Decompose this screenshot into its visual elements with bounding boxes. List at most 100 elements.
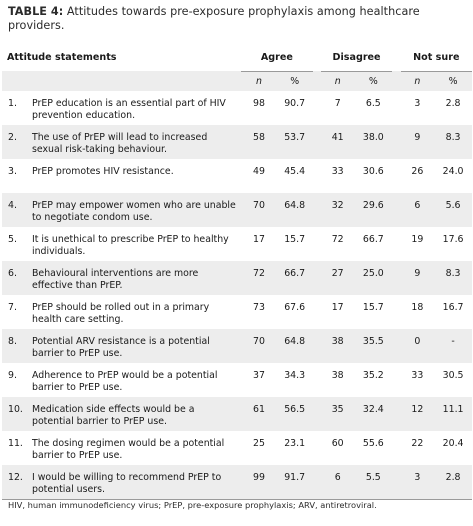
not-sure-pct-cell: 30.5 — [442, 370, 464, 381]
not-sure-pct-cell: 20.4 — [442, 438, 464, 449]
agree-pct-cell: 66.7 — [284, 268, 306, 279]
statement-number: 12. — [8, 472, 23, 483]
statement-text: Behavioural interventions are more effec… — [32, 268, 199, 291]
agree-n-cell: 37 — [253, 370, 265, 381]
disagree-pct-cell: 55.6 — [362, 438, 384, 449]
table-row: 1. PrEP education is an essential part of… — [2, 91, 472, 125]
disagree-pct-header: % — [368, 75, 378, 87]
disagree-header: Disagree — [320, 44, 393, 72]
disagree-pct-cell: 35.5 — [362, 336, 384, 347]
disagree-n-cell: 6 — [334, 472, 341, 483]
not-sure-pct-cell: 17.6 — [442, 234, 464, 245]
statement-cell: 9. Adherence to PrEP would be a potential… — [2, 363, 241, 397]
table-row: 3. PrEP promotes HIV resistance. 49 45.4 33 3… — [2, 159, 472, 193]
agree-pct-cell: 56.5 — [284, 404, 306, 415]
agree-pct-cell: 53.7 — [284, 132, 306, 143]
disagree-n-cell: 33 — [331, 166, 344, 177]
agree-pct-cell: 90.7 — [284, 98, 306, 109]
disagree-n-cell: 72 — [331, 234, 344, 245]
agree-n-cell: 49 — [253, 166, 265, 177]
not-sure-n-cell: 26 — [411, 166, 424, 177]
disagree-n-cell: 7 — [334, 98, 341, 109]
statement-text: PrEP may empower women who are unable to… — [32, 200, 236, 223]
agree-pct-cell: 91.7 — [284, 472, 306, 483]
disagree-pct-cell: 5.5 — [365, 472, 381, 483]
table-container: Attitude statements Agree Disagree Not s… — [2, 44, 472, 500]
not-sure-n-cell: 0 — [414, 336, 421, 347]
statement-text: The dosing regimen would be a potential … — [32, 438, 225, 461]
statement-cell: 12. I would be willing to recommend PrEP … — [2, 465, 241, 499]
agree-n-cell: 17 — [253, 234, 265, 245]
agree-header: Agree — [241, 44, 313, 72]
not-sure-pct-cell: 11.1 — [442, 404, 464, 415]
statement-cell: 2. The use of PrEP will lead to increased… — [2, 125, 241, 159]
agree-pct-cell: 64.8 — [284, 336, 306, 347]
disagree-n-cell: 17 — [331, 302, 344, 313]
disagree-pct-cell: 15.7 — [362, 302, 384, 313]
agree-n-cell: 58 — [253, 132, 265, 143]
statement-text: PrEP should be rolled out in a primary h… — [32, 302, 210, 325]
statement-number: 10. — [8, 404, 23, 415]
table-footnote: HIV, human immunodeficiency virus; PrEP,… — [8, 500, 377, 510]
not-sure-n-cell: 9 — [414, 132, 421, 143]
table-row: 9. Adherence to PrEP would be a potential… — [2, 363, 472, 397]
table-subheader-row: n % n % n % — [2, 71, 472, 91]
disagree-pct-cell: 38.0 — [362, 132, 384, 143]
disagree-n-cell: 60 — [331, 438, 344, 449]
agree-pct-cell: 23.1 — [284, 438, 306, 449]
table-row: 2. The use of PrEP will lead to increased… — [2, 125, 472, 159]
statement-number: 8. — [8, 336, 17, 347]
table-caption-label: TABLE 4: — [8, 5, 64, 18]
statement-cell: 1. PrEP education is an essential part of… — [2, 91, 241, 125]
not-sure-n-cell: 33 — [411, 370, 424, 381]
statement-text: I would be willing to recommend PrEP to … — [32, 472, 222, 495]
table-caption: TABLE 4: Attitudes towards pre-exposure … — [8, 5, 466, 33]
not-sure-pct-cell: 16.7 — [442, 302, 464, 313]
not-sure-n-cell: 3 — [414, 98, 421, 109]
statement-text: PrEP education is an essential part of H… — [32, 98, 226, 121]
table-caption-text: Attitudes towards pre-exposure prophylax… — [8, 5, 420, 32]
statement-text: Medication side effects would be a poten… — [32, 404, 195, 427]
table-row: 4. PrEP may empower women who are unable … — [2, 193, 472, 227]
agree-n-cell: 61 — [253, 404, 265, 415]
not-sure-pct-cell: 2.8 — [445, 98, 461, 109]
table-row: 6. Behavioural interventions are more eff… — [2, 261, 472, 295]
table-row: 12. I would be willing to recommend PrEP … — [2, 465, 472, 499]
agree-n-cell: 73 — [253, 302, 265, 313]
statement-text: PrEP promotes HIV resistance. — [32, 166, 174, 177]
table-row: 5. It is unethical to prescribe PrEP to h… — [2, 227, 472, 261]
agree-pct-header: % — [290, 75, 300, 87]
disagree-pct-cell: 66.7 — [362, 234, 384, 245]
statement-cell: 7. PrEP should be rolled out in a primary… — [2, 295, 241, 329]
not-sure-n-cell: 18 — [411, 302, 424, 313]
table-group-header-row: Attitude statements Agree Disagree Not s… — [2, 44, 472, 72]
agree-n-cell: 70 — [253, 336, 265, 347]
disagree-n-cell: 38 — [331, 370, 344, 381]
not-sure-n-header: n — [414, 75, 421, 87]
attitude-statements-header: Attitude statements — [7, 52, 117, 63]
statement-text: The use of PrEP will lead to increased s… — [32, 132, 208, 155]
statement-cell: 11. The dosing regimen would be a potenti… — [2, 431, 241, 465]
not-sure-pct-cell: 8.3 — [445, 268, 461, 279]
disagree-n-cell: 41 — [331, 132, 344, 143]
not-sure-n-cell: 19 — [411, 234, 424, 245]
attitudes-table: Attitude statements Agree Disagree Not s… — [2, 44, 472, 500]
statement-number: 7. — [8, 302, 17, 313]
not-sure-n-cell: 6 — [414, 200, 421, 211]
statement-cell: 4. PrEP may empower women who are unable … — [2, 193, 241, 227]
disagree-n-cell: 27 — [331, 268, 344, 279]
not-sure-pct-cell: 24.0 — [442, 166, 464, 177]
statement-cell: 3. PrEP promotes HIV resistance. — [2, 159, 241, 193]
statement-number: 4. — [8, 200, 17, 211]
agree-pct-cell: 15.7 — [284, 234, 306, 245]
agree-n-cell: 98 — [253, 98, 265, 109]
not-sure-pct-cell: - — [451, 336, 455, 347]
statement-number: 11. — [8, 438, 23, 449]
agree-n-cell: 72 — [253, 268, 265, 279]
disagree-n-cell: 32 — [331, 200, 344, 211]
agree-n-cell: 99 — [253, 472, 265, 483]
agree-pct-cell: 45.4 — [284, 166, 306, 177]
disagree-n-cell: 35 — [331, 404, 344, 415]
not-sure-pct-cell: 2.8 — [445, 472, 461, 483]
table-row: 7. PrEP should be rolled out in a primary… — [2, 295, 472, 329]
